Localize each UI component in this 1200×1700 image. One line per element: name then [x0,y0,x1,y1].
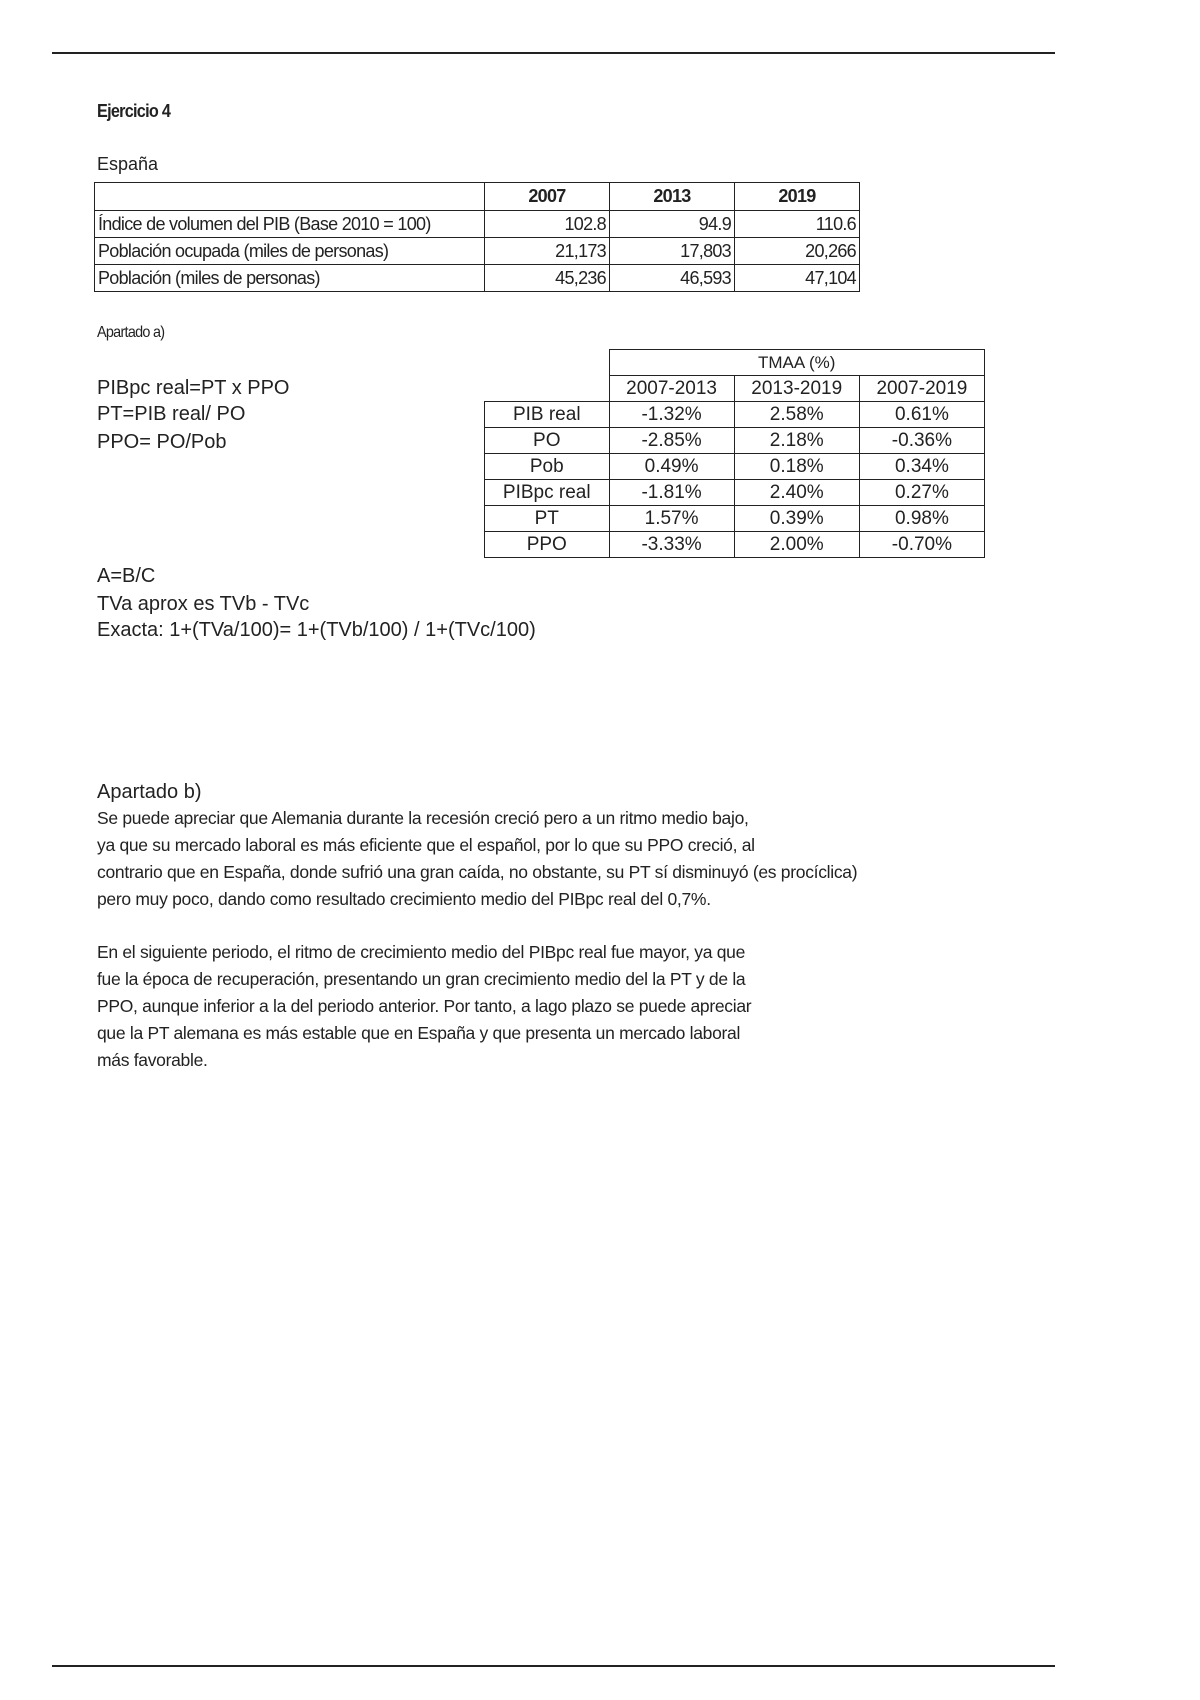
cell: 0.34% [858,453,986,480]
row-label: Índice de volumen del PIB (Base 2010 = 1… [94,210,485,238]
cell: -1.32% [608,401,735,428]
table-row: PIB real -1.32% 2.58% 0.61% [484,401,986,428]
cell: 20,266 [734,237,860,265]
text-line: pero muy poco, dando como resultado crec… [97,889,711,909]
paragraph-2: En el siguiente periodo, el ritmo de cre… [97,939,752,1074]
header-cell [94,182,485,211]
note: A=B/C [97,565,156,587]
cell: -3.33% [608,531,735,558]
text-line: más favorable. [97,1050,208,1070]
paragraph-1: Se puede apreciar que Alemania durante l… [97,805,858,913]
text-line: fue la época de recuperación, presentand… [97,969,746,989]
cell: -2.85% [608,427,735,454]
cell: 110.6 [734,210,860,238]
footer-rule [52,1665,1055,1667]
cell: 0.98% [858,505,986,532]
row-label: PO [484,427,610,454]
table-row: PPO -3.33% 2.00% -0.70% [484,531,986,558]
cell: 0.49% [608,453,735,480]
text-line: que la PT alemana es más estable que en … [97,1023,741,1043]
text-line: PPO, aunque inferior a la del periodo an… [97,996,752,1016]
table-row: PO -2.85% 2.18% -0.36% [484,427,986,454]
row-label: PT [484,505,610,532]
header-cell: 2013 [609,182,735,211]
header-rule [52,52,1055,54]
cell: 94.9 [609,210,735,238]
data-table: 2007 2013 2019 Índice de volumen del PIB… [94,182,860,292]
table-row: Población (miles de personas) 45,236 46,… [94,264,860,292]
exercise-title: Ejercicio 4 [97,101,171,121]
formula: PPO= PO/Pob [97,431,227,453]
table-row: PIBpc real -1.81% 2.40% 0.27% [484,479,986,506]
country-label: España [97,154,159,174]
tmaa-table: TMAA (%) 2007-2013 2013-2019 2007-2019 P… [484,349,986,558]
header-cell: 2007 [484,182,610,211]
cell: 0.61% [858,401,986,428]
formula: PT=PIB real/ PO [97,403,246,425]
apartado-a-heading: Apartado a) [97,324,165,341]
table-header-row: TMAA (%) [485,349,985,376]
period-header: 2007-2013 [608,375,735,402]
table-header-row: 2007 2013 2019 [94,182,860,211]
cell: -0.36% [858,427,986,454]
cell: 2.58% [733,401,860,428]
apartado-b-heading: Apartado b) [97,781,202,803]
cell: 0.39% [733,505,860,532]
cell: 0.18% [733,453,860,480]
table-header-row: 2007-2013 2013-2019 2007-2019 [485,375,986,402]
empty-cell [485,376,610,402]
cell: 102.8 [484,210,610,238]
cell: 2.00% [733,531,860,558]
text-line: En el siguiente periodo, el ritmo de cre… [97,942,746,962]
text-line: ya que su mercado laboral es más eficien… [97,835,755,855]
cell: 45,236 [484,264,610,292]
text-line: Se puede apreciar que Alemania durante l… [97,808,749,828]
cell: 21,173 [484,237,610,265]
table-row: PT 1.57% 0.39% 0.98% [484,505,986,532]
text-line: contrario que en España, donde sufrió un… [97,862,858,882]
row-label: PPO [484,531,610,558]
row-label: PIB real [484,401,610,428]
formula: PIBpc real=PT x PPO [97,377,290,399]
empty-cell [485,350,610,376]
cell: 1.57% [608,505,735,532]
cell: 46,593 [609,264,735,292]
row-label: Población (miles de personas) [94,264,485,292]
table-row: Pob 0.49% 0.18% 0.34% [484,453,986,480]
period-header: 2007-2019 [858,375,986,402]
row-label: Pob [484,453,610,480]
table-row: Índice de volumen del PIB (Base 2010 = 1… [94,210,860,238]
period-header: 2013-2019 [733,375,860,402]
note: TVa aprox es TVb - TVc [97,593,310,615]
cell: 2.40% [733,479,860,506]
cell: -0.70% [858,531,986,558]
note: Exacta: 1+(TVa/100)= 1+(TVb/100) / 1+(TV… [97,619,536,641]
cell: 2.18% [733,427,860,454]
cell: 47,104 [734,264,860,292]
table-row: Población ocupada (miles de personas) 21… [94,237,860,265]
row-label: PIBpc real [484,479,610,506]
cell: 17,803 [609,237,735,265]
row-label: Población ocupada (miles de personas) [94,237,485,265]
group-header: TMAA (%) [608,349,985,376]
cell: -1.81% [608,479,735,506]
cell: 0.27% [858,479,986,506]
header-cell: 2019 [734,182,860,211]
